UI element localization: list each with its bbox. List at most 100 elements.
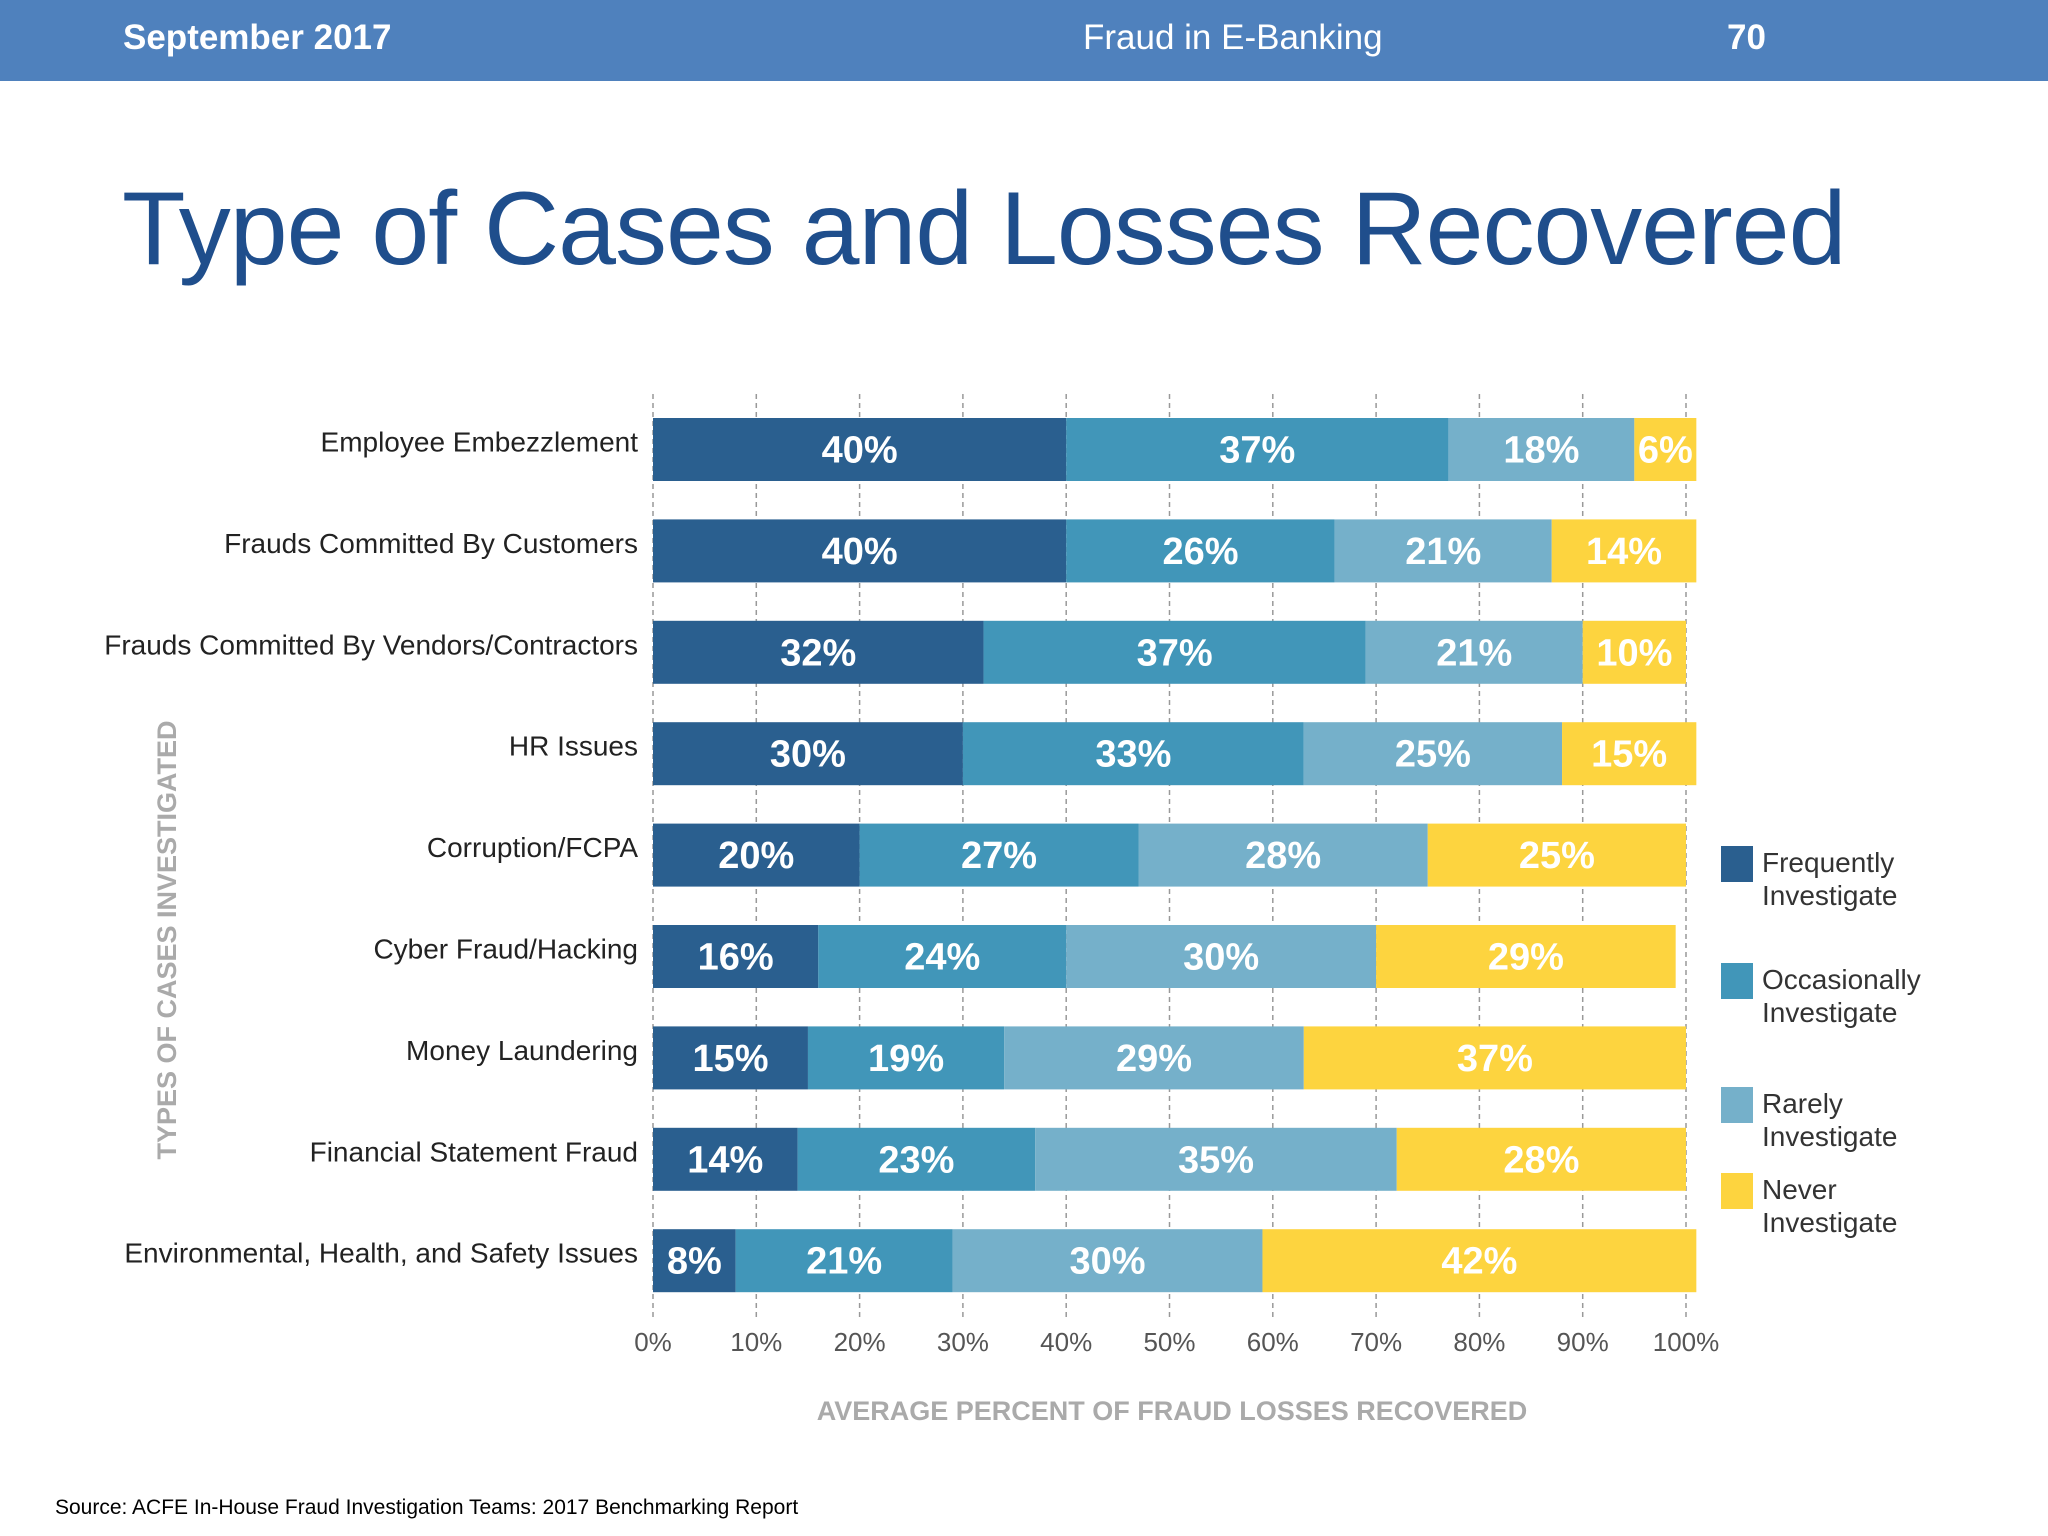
- legend-label: Never: [1762, 1174, 1837, 1205]
- bar-segment: [653, 925, 819, 988]
- data-label: 25%: [1519, 835, 1595, 877]
- data-label: 15%: [692, 1038, 768, 1080]
- data-label: 29%: [1488, 937, 1564, 979]
- data-label: 27%: [961, 835, 1037, 877]
- legend-label: Frequently: [1762, 847, 1894, 878]
- bar-segment: [1066, 925, 1377, 988]
- data-label: 30%: [1069, 1241, 1145, 1283]
- y-axis-title: TYPES OF CASES INVESTIGATED: [152, 720, 182, 1159]
- data-label: 28%: [1503, 1139, 1579, 1181]
- page-number: 70: [1727, 18, 1766, 57]
- bar-segment: [653, 722, 963, 786]
- bar-segment: [653, 1026, 808, 1090]
- legend-label: Investigate: [1762, 1207, 1897, 1238]
- data-label: 19%: [868, 1038, 944, 1080]
- category-label: Corruption/FCPA: [427, 832, 638, 863]
- legend-label: Investigate: [1762, 1121, 1897, 1152]
- bar-segment: [1138, 823, 1428, 887]
- bar-segment: [1035, 1127, 1397, 1191]
- source-note: Source: ACFE In-House Fraud Investigatio…: [55, 1496, 799, 1519]
- bar-segment: [735, 1229, 953, 1293]
- bar-segment: [1066, 519, 1335, 583]
- bar-segment: [1634, 418, 1697, 481]
- data-label: 30%: [770, 734, 846, 776]
- header-date: September 2017: [123, 18, 392, 57]
- data-label: 21%: [1436, 632, 1512, 674]
- legend-label: Rarely: [1762, 1088, 1843, 1119]
- data-label: 18%: [1503, 430, 1579, 472]
- bar-segment: [1262, 1229, 1697, 1293]
- data-label: 32%: [780, 632, 856, 674]
- x-tick-label: 40%: [1040, 1327, 1092, 1357]
- bar-segment: [807, 1026, 1005, 1090]
- legend-label: Investigate: [1762, 997, 1897, 1028]
- bar-segment: [983, 620, 1366, 684]
- legend-swatch: [1721, 1087, 1753, 1123]
- data-label: 37%: [1137, 632, 1213, 674]
- bar-segment: [653, 418, 1067, 481]
- category-label: Financial Statement Fraud: [310, 1136, 638, 1167]
- bar-segment: [859, 823, 1139, 887]
- bar-segment: [1004, 1026, 1304, 1090]
- data-label: 14%: [1586, 531, 1662, 573]
- data-label: 42%: [1441, 1241, 1517, 1283]
- x-tick-label: 70%: [1350, 1327, 1402, 1357]
- header-topic: Fraud in E-Banking: [1083, 18, 1383, 57]
- x-tick-label: 10%: [730, 1327, 782, 1357]
- legend-swatch: [1721, 963, 1753, 999]
- x-tick-label: 50%: [1143, 1327, 1195, 1357]
- legend-swatch: [1721, 1173, 1753, 1209]
- data-label: 26%: [1162, 531, 1238, 573]
- legend-label: Occasionally: [1762, 964, 1921, 995]
- data-label: 21%: [1405, 531, 1481, 573]
- x-tick-label: 60%: [1247, 1327, 1299, 1357]
- data-label: 35%: [1178, 1139, 1254, 1181]
- x-tick-label: 80%: [1453, 1327, 1505, 1357]
- bar-segment: [1365, 620, 1583, 684]
- x-tick-label: 100%: [1653, 1327, 1720, 1357]
- category-label: Money Laundering: [406, 1035, 638, 1066]
- data-label: 16%: [698, 937, 774, 979]
- category-label: Environmental, Health, and Safety Issues: [124, 1238, 638, 1269]
- data-label: 40%: [822, 531, 898, 573]
- bar-segment: [1303, 1026, 1686, 1090]
- data-label: 37%: [1219, 430, 1295, 472]
- x-tick-label: 0%: [634, 1327, 672, 1357]
- bar-segment: [1562, 722, 1697, 786]
- data-label: 6%: [1638, 430, 1693, 472]
- data-label: 29%: [1116, 1038, 1192, 1080]
- x-axis-title: AVERAGE PERCENT OF FRAUD LOSSES RECOVERE…: [817, 1396, 1528, 1426]
- data-label: 15%: [1591, 734, 1667, 776]
- bar-segment: [653, 620, 984, 684]
- bar-segment: [1582, 620, 1686, 684]
- x-tick-label: 20%: [834, 1327, 886, 1357]
- category-label: Frauds Committed By Vendors/Contractors: [104, 629, 638, 660]
- bar-segment: [653, 1127, 798, 1191]
- data-label: 20%: [718, 835, 794, 877]
- bar-segment: [653, 519, 1067, 583]
- data-label: 23%: [878, 1139, 954, 1181]
- data-label: 25%: [1395, 734, 1471, 776]
- bar-segment: [1376, 925, 1676, 988]
- bar-segment: [818, 925, 1067, 988]
- bar-segment: [797, 1127, 1036, 1191]
- category-label: Employee Embezzlement: [321, 427, 639, 458]
- data-label: 37%: [1457, 1038, 1533, 1080]
- data-label: 10%: [1596, 632, 1672, 674]
- bar-segment: [1427, 823, 1686, 887]
- data-label: 40%: [822, 430, 898, 472]
- bar-segment: [1066, 418, 1449, 481]
- bar-segment: [1303, 722, 1563, 786]
- legend-swatch: [1721, 846, 1753, 882]
- x-tick-label: 30%: [937, 1327, 989, 1357]
- data-label: 30%: [1183, 937, 1259, 979]
- bar-segment: [653, 1229, 736, 1293]
- category-label: Frauds Committed By Customers: [224, 528, 638, 559]
- data-label: 28%: [1245, 835, 1321, 877]
- data-label: 8%: [667, 1241, 722, 1283]
- bar-segment: [1334, 519, 1552, 583]
- bar-segment: [1551, 519, 1697, 583]
- slide-title: Type of Cases and Losses Recovered: [122, 171, 1846, 287]
- slide-header: September 2017 Fraud in E-Banking 70: [0, 0, 2048, 81]
